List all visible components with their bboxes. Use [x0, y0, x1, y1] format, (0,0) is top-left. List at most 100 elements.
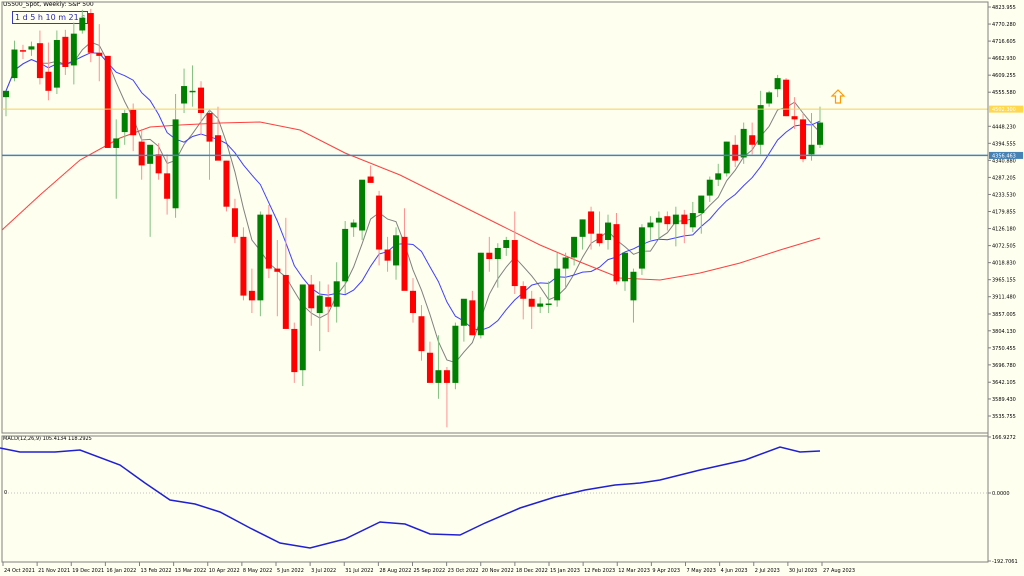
time-axis-label: 3 Jul 2022 — [311, 568, 336, 574]
candle-body — [53, 40, 60, 88]
moving-average-lines — [1, 41, 821, 364]
candle-body — [96, 52, 103, 56]
price-axis-label: 4609.255 — [992, 73, 1016, 79]
candle-body — [384, 249, 391, 261]
up-arrow-shape — [830, 89, 846, 104]
candle-body — [715, 173, 722, 180]
macd-axis-label: -192.7061 — [992, 559, 1018, 565]
candle-body — [223, 160, 230, 207]
macd-line — [0, 446, 821, 549]
candle-body — [554, 268, 561, 301]
candle-body — [104, 55, 111, 148]
chart-frame — [1, 1, 989, 563]
candle-body — [401, 236, 408, 291]
candle-body — [316, 295, 323, 314]
candle-body — [19, 50, 26, 52]
candle-body — [367, 176, 374, 183]
candle-body — [723, 141, 730, 174]
candle-body — [350, 222, 357, 228]
time-axis-label: 2 Jul 2023 — [755, 568, 780, 574]
time-axis-label: 12 Mar 2023 — [618, 568, 650, 574]
candle-body — [138, 141, 145, 166]
candle-body — [681, 214, 688, 225]
price-axis-label: 3857.005 — [992, 312, 1016, 318]
level-price-label: 4356.463 — [992, 153, 1016, 159]
time-axis[interactable]: 24 Oct 2021 21 Nov 2021 19 Dec 2021 16 Jan … — [2, 562, 855, 574]
candle-body — [172, 119, 179, 209]
price-axis-label: 4233.530 — [992, 192, 1016, 198]
candle-body — [774, 78, 781, 90]
candle-body — [503, 240, 510, 248]
candle-body — [376, 195, 383, 250]
price-axis-label: 4555.580 — [992, 90, 1016, 96]
candle-body — [698, 195, 705, 214]
macd-axis-label: 166.9272 — [992, 435, 1016, 441]
price-axis[interactable]: 4823.955 4770.280 4716.605 4662.930 4609.255… — [987, 2, 1023, 562]
price-axis-label: 3804.130 — [992, 329, 1016, 335]
time-axis-label: 9 Apr 2023 — [652, 568, 680, 574]
candle-body — [647, 222, 654, 228]
candle-body — [36, 43, 43, 79]
candle-body — [638, 227, 645, 269]
time-axis-label: 10 Apr 2022 — [209, 568, 240, 574]
candle-body — [265, 214, 272, 269]
candle-body — [537, 303, 544, 307]
candle-body — [469, 300, 476, 336]
candle-body — [740, 128, 747, 158]
candle-body — [460, 298, 467, 326]
time-axis-label: 12 Feb 2023 — [584, 568, 615, 574]
candle-body — [630, 271, 637, 301]
candle-body — [613, 224, 620, 282]
price-axis-label: 4662.930 — [992, 56, 1016, 62]
price-axis-label: 4448.230 — [992, 124, 1016, 130]
candle-body — [240, 236, 247, 296]
candle-body — [477, 252, 484, 336]
candle-body — [3, 90, 9, 98]
price-axis-label: 3696.780 — [992, 363, 1016, 369]
time-axis-label: 30 Jul 2023 — [789, 568, 817, 574]
horizontal-price-lines[interactable] — [2, 108, 988, 157]
time-axis-label: 7 May 2023 — [687, 568, 716, 574]
macd-axis-label: 0.0000 — [992, 491, 1010, 497]
price-axis-label: 4126.180 — [992, 227, 1016, 233]
candle-body — [520, 286, 527, 299]
price-axis-label: 3965.155 — [992, 278, 1016, 284]
candle-body — [706, 179, 713, 196]
candle-body — [791, 116, 798, 120]
candle-body — [121, 113, 128, 133]
candle-body — [749, 135, 756, 145]
candle-body — [70, 33, 77, 66]
time-axis-label: 27 Aug 2023 — [823, 568, 855, 574]
candle-body — [79, 17, 86, 31]
candle-body — [164, 173, 171, 199]
level-price-label-bg — [989, 151, 1023, 159]
candle-body — [113, 138, 120, 148]
candle-body — [596, 233, 603, 244]
candle-body — [198, 87, 205, 114]
candle-body — [766, 92, 773, 104]
candle-body — [545, 303, 552, 306]
candle-body — [214, 135, 221, 161]
candle-body — [435, 370, 442, 383]
macd-indicator-label: MACD(12,26,9) 105.4134 118.2925 — [3, 436, 92, 442]
candle-body — [426, 352, 433, 383]
candlesticks — [3, 8, 823, 428]
candle-body — [147, 144, 154, 164]
time-axis-label: 16 Jan 2022 — [106, 568, 136, 574]
price-axis-label: 3642.105 — [992, 380, 1016, 386]
candle-body — [393, 235, 400, 266]
candle-body — [588, 211, 595, 234]
candle-body — [689, 213, 696, 228]
time-axis-label: 21 Nov 2021 — [38, 568, 70, 574]
candle-body — [664, 216, 671, 225]
time-axis-label: 5 Jun 2022 — [277, 568, 304, 574]
current-price-label-bg — [989, 105, 1023, 113]
candle-body — [87, 13, 94, 53]
candle-body — [231, 208, 238, 237]
price-axis-label: 3589.430 — [992, 397, 1016, 403]
current-price-label: 4502.300 — [992, 107, 1016, 113]
price-axis-label: 4018.830 — [992, 261, 1016, 267]
candle-body — [28, 46, 35, 50]
candle-body — [494, 247, 501, 260]
